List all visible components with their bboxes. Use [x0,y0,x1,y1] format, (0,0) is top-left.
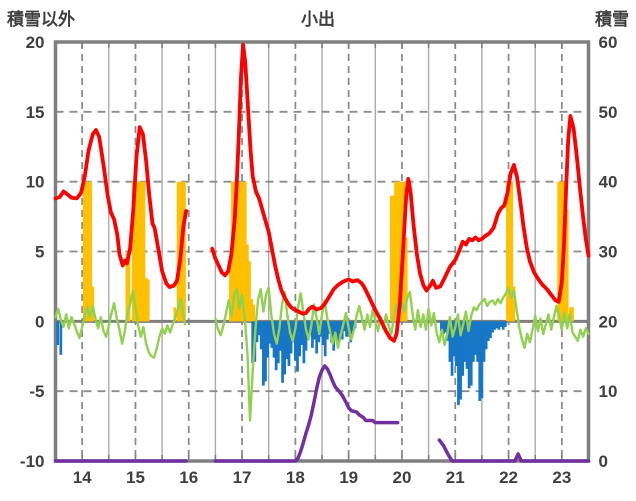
axis-tick-label: 0 [599,452,608,471]
axis-tick-label: 17 [233,468,252,487]
axis-tick-label: 14 [73,468,92,487]
left-axis-title: 積雪以外 [7,10,75,29]
axis-tick-label: 5 [35,243,44,262]
axis-tick-label: 23 [552,468,571,487]
chart-title: 小出 [301,10,335,29]
axis-tick-label: -10 [20,452,45,471]
axis-tick-label: 40 [599,173,618,192]
axis-tick-label: 15 [26,103,45,122]
axis-tick-label: 10 [599,382,618,401]
axis-tick-label: 20 [26,33,45,52]
axis-tick-label: 22 [499,468,518,487]
axis-tick-label: 18 [286,468,305,487]
right-axis-title: 積雪 [595,10,629,29]
axis-tick-label: 15 [126,468,145,487]
axis-tick-label: 0 [35,312,44,331]
axis-tick-label: 30 [599,243,618,262]
axis-tick-label: 16 [179,468,198,487]
axis-tick-label: 21 [446,468,465,487]
axis-tick-label: 60 [599,33,618,52]
axis-tick-label: 20 [599,312,618,331]
axis-tick-label: 50 [599,103,618,122]
axis-tick-label: 19 [339,468,358,487]
axis-tick-label: -5 [29,382,44,401]
axis-tick-label: 20 [392,468,411,487]
axis-tick-label: 10 [26,173,45,192]
